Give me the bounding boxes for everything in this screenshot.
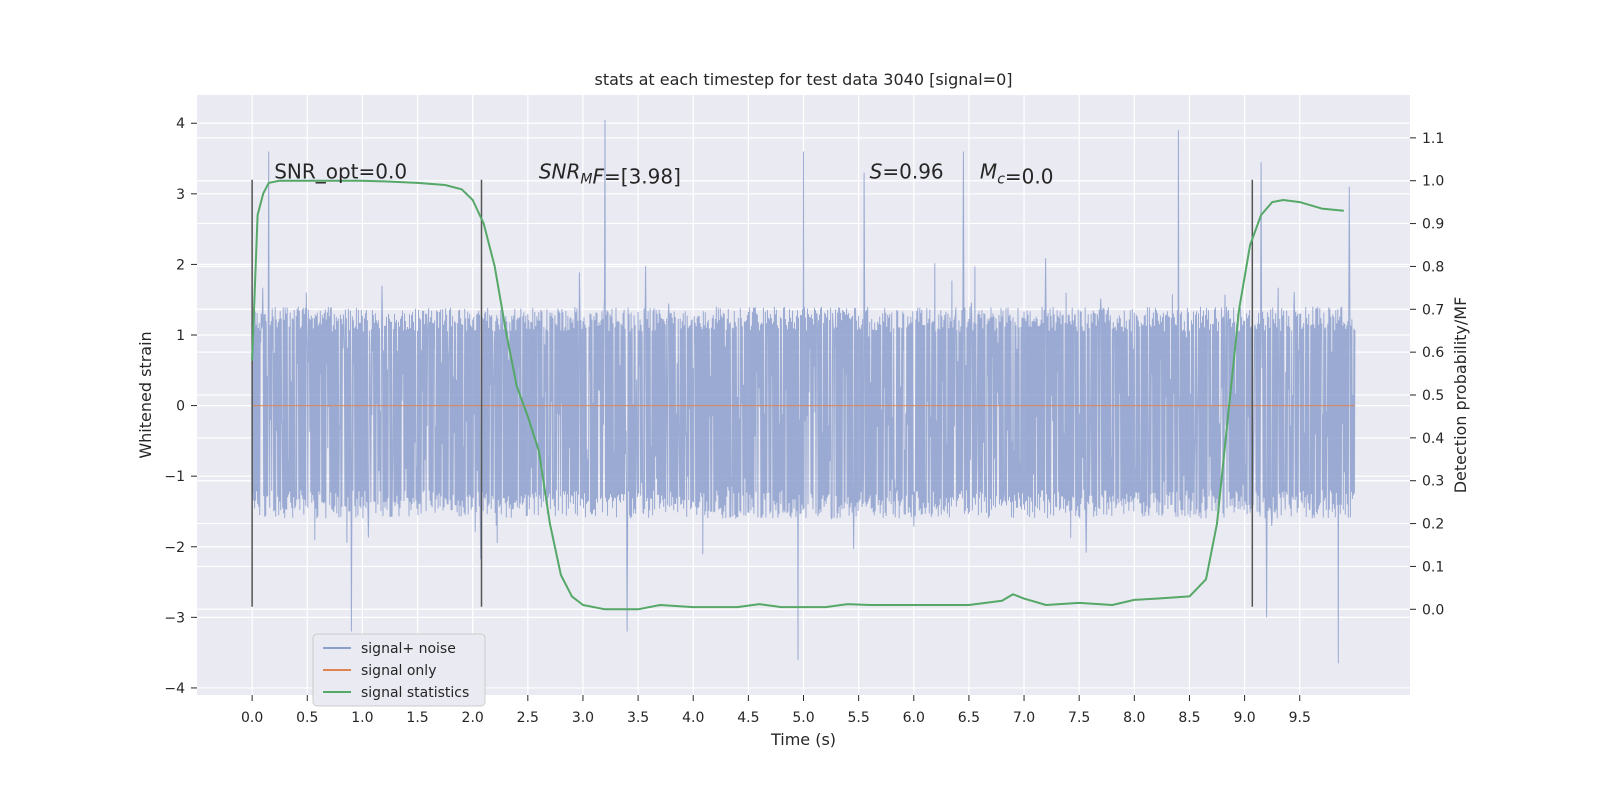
legend-box — [312, 633, 486, 707]
y2-tick-label: 0.8 — [1422, 259, 1444, 275]
annotation-text: SNR_opt=0.0 — [274, 159, 407, 183]
x-tick-label: 4.0 — [682, 710, 704, 726]
line-signal-noise — [251, 119, 1356, 664]
annotations: SNR_opt=0.0 SNRMF=[3.98] S=0.96 Mc=0.0 — [274, 159, 1053, 188]
y2-tick-label: 0.0 — [1422, 602, 1444, 618]
y2-tick-label: 0.4 — [1422, 431, 1444, 447]
vertical-markers — [251, 179, 1254, 607]
y2-tick-label: 1.1 — [1422, 131, 1444, 147]
x-tick-label: 3.5 — [627, 710, 649, 726]
series-signal-statistics — [251, 179, 1344, 611]
legend-label: signal only — [361, 663, 436, 679]
y-tick-label: −2 — [164, 540, 185, 556]
annotation-text: Mc=0.0 — [980, 159, 1054, 188]
y-tick-label: −4 — [164, 681, 185, 697]
x-tick-label: 5.5 — [848, 710, 870, 726]
annotation-text: S=0.96 — [870, 159, 944, 183]
y-tick-label: −1 — [164, 469, 185, 485]
x-tick-label: 8.5 — [1178, 710, 1200, 726]
y-tick-label: 1 — [176, 328, 185, 344]
x-tick-label: 9.5 — [1289, 710, 1311, 726]
x-tick-label: 6.0 — [903, 710, 925, 726]
y-tick-label: 3 — [176, 187, 185, 203]
x-tick-label: 9.0 — [1233, 710, 1255, 726]
x-tick-label: 6.5 — [958, 710, 980, 726]
x-tick-label: 3.0 — [572, 710, 594, 726]
y-axis-ticks: 4 3 2 1 0 −1 −2 −3 −4 — [164, 116, 197, 697]
x-tick-label: 0.0 — [241, 710, 263, 726]
legend-label: signal statistics — [361, 685, 469, 701]
y2-axis-label: Detection probability/MF — [1451, 297, 1470, 494]
x-tick-label: 7.0 — [1013, 710, 1035, 726]
y2-tick-label: 0.1 — [1422, 559, 1444, 575]
y2-tick-label: 1.0 — [1422, 174, 1444, 190]
y-tick-label: −3 — [164, 610, 185, 626]
x-tick-label: 0.5 — [296, 710, 318, 726]
y2-axis-ticks: 1.1 1.0 0.9 0.8 0.7 0.6 0.5 0.4 0.3 0.2 0.1 0.0 — [1410, 131, 1444, 618]
legend: signal+ noise signal only signal statistic… — [312, 633, 486, 707]
y2-tick-label: 0.5 — [1422, 388, 1444, 404]
legend-label: signal+ noise — [361, 641, 456, 657]
annotation-text: SNRMF=[3.98] — [539, 159, 681, 188]
line-signal-statistics — [251, 179, 1344, 611]
y-axis-label: Whitened strain — [136, 331, 155, 458]
y2-tick-label: 0.2 — [1422, 517, 1444, 533]
x-tick-label: 4.5 — [737, 710, 759, 726]
series-signal-noise — [251, 119, 1356, 664]
x-tick-label: 1.0 — [351, 710, 373, 726]
chart-title: stats at each timestep for test data 304… — [594, 70, 1012, 89]
x-tick-label: 5.0 — [792, 710, 814, 726]
y2-tick-label: 0.6 — [1422, 345, 1444, 361]
y2-tick-label: 0.3 — [1422, 474, 1444, 490]
y-tick-label: 4 — [176, 116, 185, 132]
x-tick-label: 1.5 — [406, 710, 428, 726]
y2-tick-label: 0.7 — [1422, 302, 1444, 318]
y2-tick-label: 0.9 — [1422, 217, 1444, 233]
x-axis-ticks: 0.0 0.5 1.0 1.5 2.0 2.5 3.0 3.5 4.0 4.5 5.0 5.5 6.0 6… — [241, 695, 1311, 726]
x-tick-label: 8.0 — [1123, 710, 1145, 726]
x-axis-label: Time (s) — [770, 730, 836, 749]
y-tick-label: 2 — [176, 257, 185, 273]
x-tick-label: 2.5 — [517, 710, 539, 726]
x-tick-label: 7.5 — [1068, 710, 1090, 726]
x-tick-label: 2.0 — [462, 710, 484, 726]
y-tick-label: 0 — [176, 399, 185, 415]
